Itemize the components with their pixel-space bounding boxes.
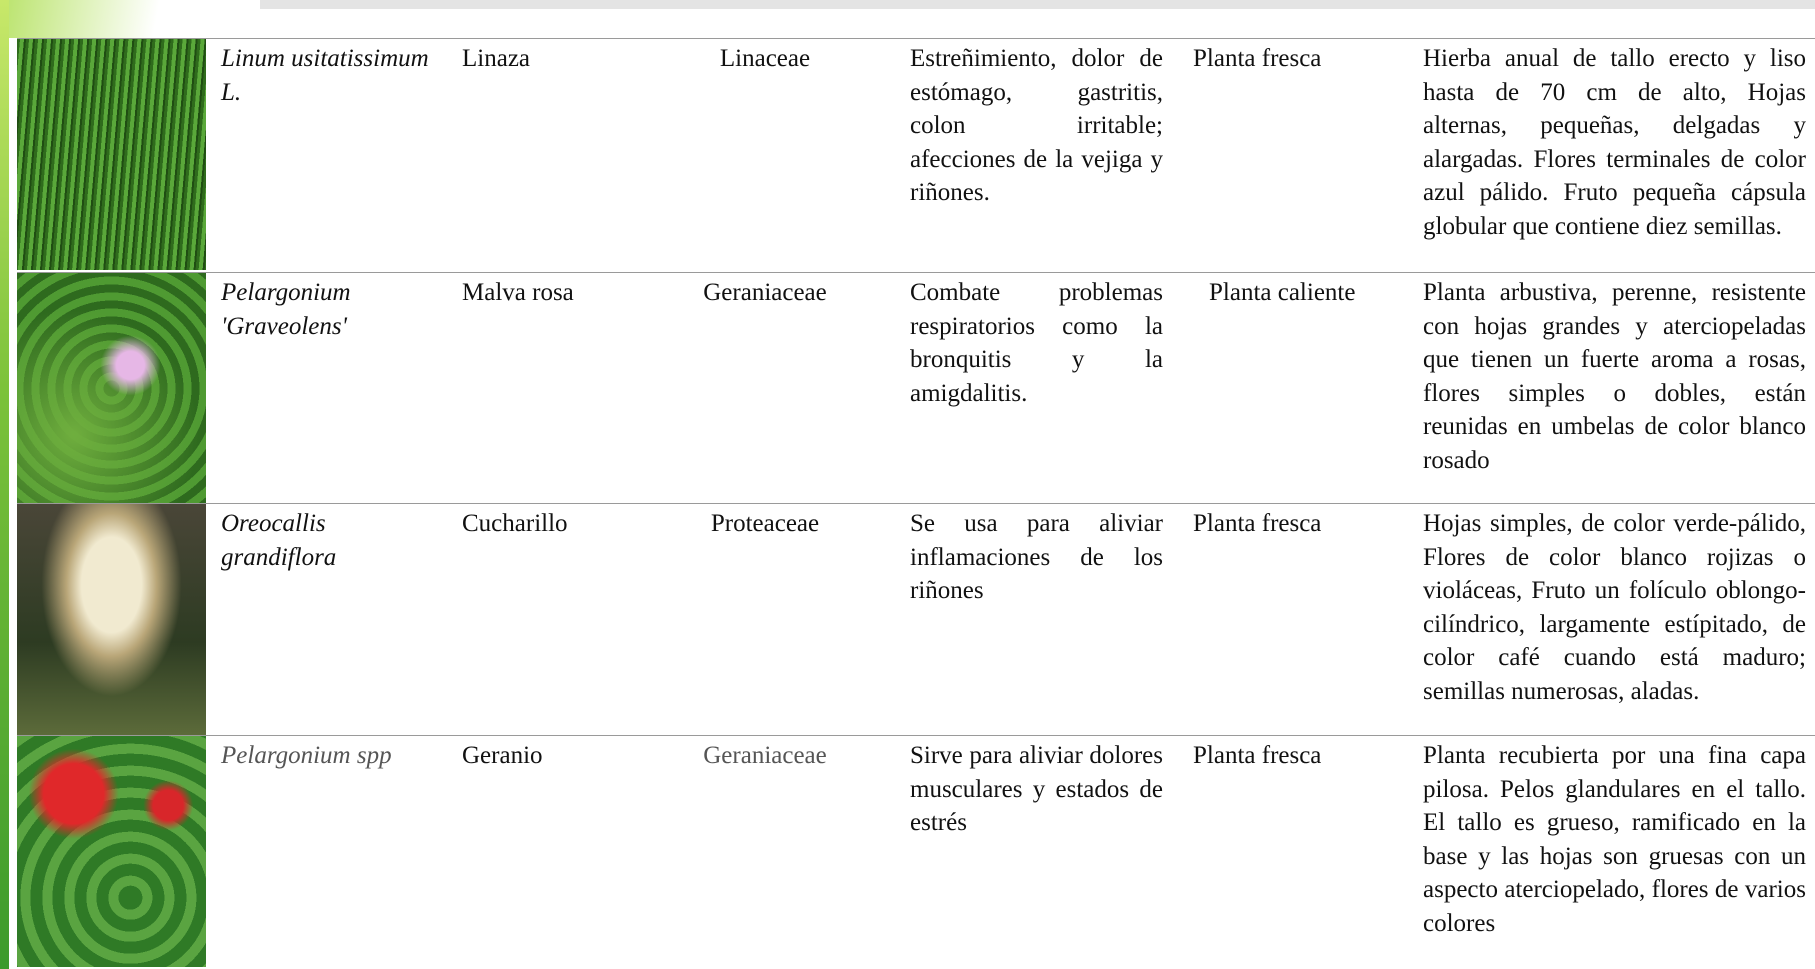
table-cell: Geraniaceae — [703, 742, 827, 769]
table-cell: Pelargonium spp — [221, 742, 392, 769]
table-cell: Estreñimiento, dolor de estómago, gastri… — [910, 45, 1163, 206]
table-cell: Pelargonium 'Graveolens' — [221, 279, 351, 340]
plant-photo — [17, 736, 206, 967]
table-cell: Proteaceae — [710, 510, 820, 537]
row-rule — [17, 735, 1815, 736]
row-rule — [17, 272, 1815, 273]
corner-decoration — [0, 0, 260, 38]
table-cell: Planta fresca — [1193, 510, 1322, 537]
table-cell: Malva rosa — [462, 279, 574, 306]
side-bar — [0, 0, 9, 969]
plant-photo — [17, 39, 206, 270]
table-cell: Linaza — [462, 45, 531, 72]
plant-photo — [17, 504, 206, 735]
row-rule — [17, 503, 1815, 504]
table-cell: Hojas simples, de color verde-pálido, Fl… — [1423, 510, 1806, 705]
table-cell: Planta arbustiva, perenne, resistente co… — [1423, 279, 1806, 474]
table-cell: Sirve para aliviar dolores musculares y … — [910, 742, 1163, 836]
table-cell: Geraniaceae — [703, 279, 827, 306]
table-cell: Linaceae — [719, 45, 811, 72]
table-cell: Combate problemas respiratorios como la … — [910, 279, 1163, 407]
table-cell: Geranio — [462, 742, 543, 769]
table-cell: Planta caliente — [1209, 279, 1356, 306]
table-cell: Se usa para aliviar inflamaciones de los… — [910, 510, 1163, 604]
table-cell: Oreocallis grandiflora — [221, 510, 337, 571]
table-cell: Planta fresca — [1193, 742, 1322, 769]
top-bar — [0, 0, 1815, 9]
plant-photo — [17, 273, 206, 504]
table-cell: Hierba anual de tallo erecto y liso hast… — [1423, 45, 1806, 240]
table-cell: Planta recubierta por una fina capa pilo… — [1423, 742, 1806, 937]
table-cell: Linum usitatissimum L. — [221, 45, 429, 106]
table-cell: Cucharillo — [462, 510, 568, 537]
table-cell: Planta fresca — [1193, 45, 1322, 72]
row-rule — [17, 38, 1815, 39]
